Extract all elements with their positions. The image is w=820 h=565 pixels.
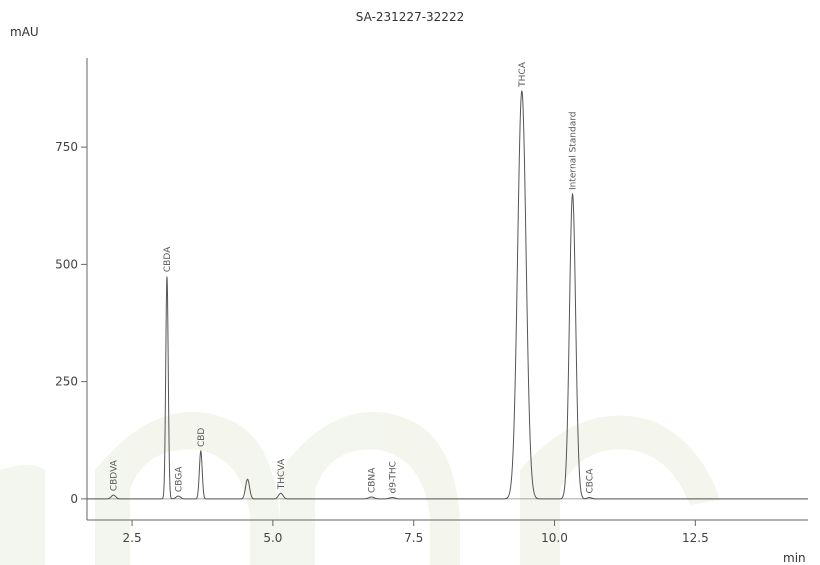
peak-label: THCA <box>518 61 528 88</box>
x-axis-unit-label: min <box>783 551 806 565</box>
peak-label: CBNA <box>367 467 377 493</box>
x-tick-label: 10.0 <box>541 531 568 545</box>
y-axis-unit-label: mAU <box>10 25 39 39</box>
trace-group <box>87 90 808 500</box>
peak-label: d9-THC <box>388 461 398 493</box>
peak-label: CBDA <box>163 246 173 272</box>
y-tick-label: 0 <box>70 492 78 506</box>
peak-label: THCVA <box>277 458 287 490</box>
y-tick-label: 750 <box>55 140 78 154</box>
x-tick-label: 2.5 <box>123 531 142 545</box>
peak-label: CBD <box>197 428 207 447</box>
chart-title: SA-231227-32222 <box>356 10 464 24</box>
peak-labels: CBDVA CBDA CBGA CBD THCVA CBNA d9-THC THCA Inter… <box>109 61 595 493</box>
peak-label: CBGA <box>174 466 184 492</box>
peak-label: CBDVA <box>109 459 119 491</box>
x-tick-label: 5.0 <box>263 531 282 545</box>
y-tick-label: 250 <box>55 375 78 389</box>
y-tick-label: 500 <box>55 257 78 271</box>
peak-label: CBCA <box>585 468 595 494</box>
peak-label: Internal Standard <box>569 112 579 191</box>
x-tick-label: 7.5 <box>404 531 423 545</box>
x-tick-label: 12.5 <box>682 531 709 545</box>
chromatogram-trace <box>87 90 808 500</box>
